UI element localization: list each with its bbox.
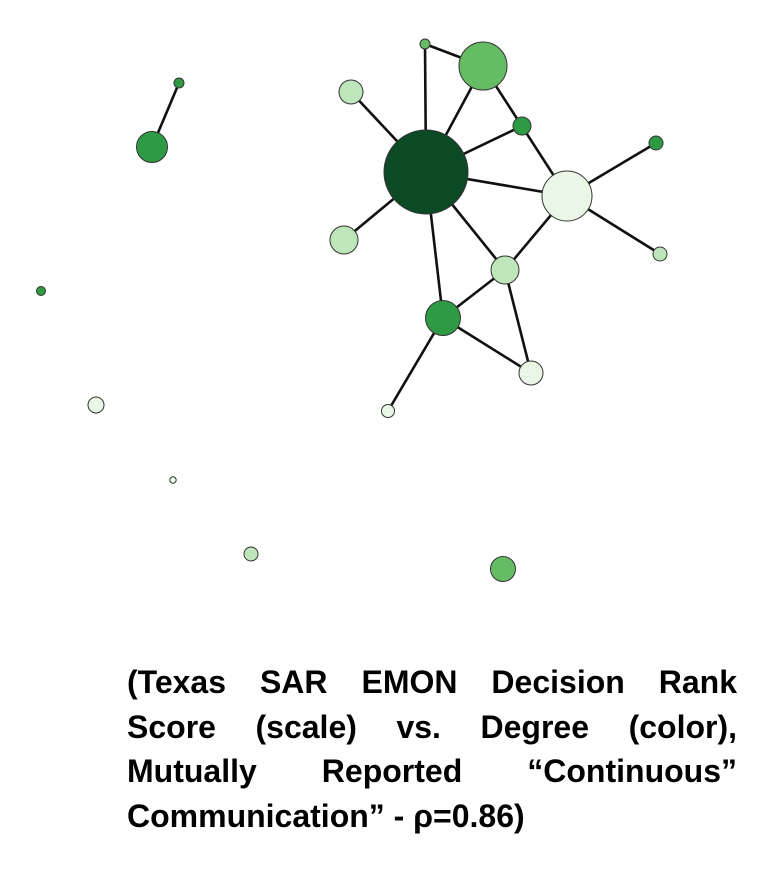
node [36, 286, 46, 296]
node [512, 116, 532, 136]
node [490, 255, 520, 285]
node [458, 41, 508, 91]
caption-line-1: (Texas SAR EMON Decision Rank [127, 664, 737, 700]
node [136, 131, 168, 163]
node [87, 396, 105, 414]
node [243, 546, 259, 562]
nodes [36, 38, 668, 582]
node [419, 38, 431, 50]
caption-line-4: Communication” - ρ=0.86) [127, 797, 525, 834]
node [541, 170, 593, 222]
node [648, 135, 664, 151]
edges [150, 42, 661, 412]
node [425, 300, 461, 336]
figure-caption: (Texas SAR EMON Decision Rank Score (sca… [127, 660, 737, 838]
edge [386, 317, 445, 412]
caption-line-3: Mutually Reported “Continuous” [127, 753, 737, 789]
network-graph [36, 38, 668, 582]
node [652, 246, 668, 262]
node [490, 556, 516, 582]
caption-line-2: Score (scale) vs. Degree (color), [127, 708, 737, 745]
node [381, 404, 395, 418]
edge [503, 269, 533, 374]
node [338, 79, 364, 105]
node [169, 476, 177, 484]
node [518, 360, 544, 386]
node [329, 225, 359, 255]
node [173, 77, 185, 89]
node [383, 129, 469, 215]
